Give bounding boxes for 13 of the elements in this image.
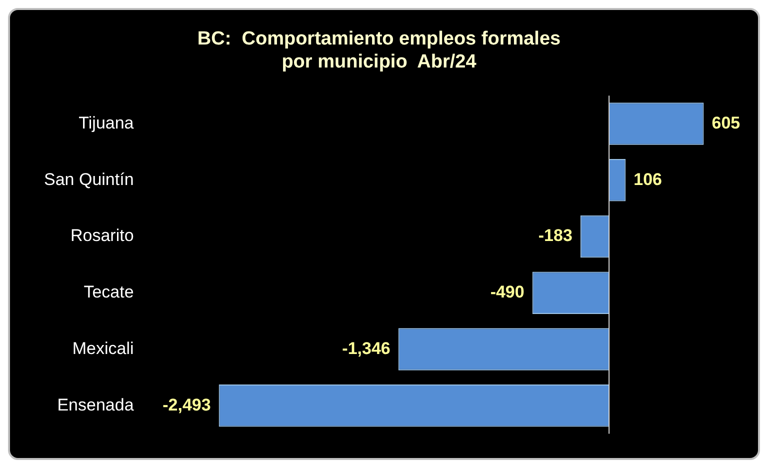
y-tick-label: San Quintín: [44, 170, 134, 189]
data-label: 106: [634, 170, 662, 189]
data-label: -1,346: [342, 338, 390, 358]
y-tick-label: Mexicali: [72, 338, 134, 358]
data-label: 605: [712, 113, 740, 132]
y-tick-label: Tijuana: [78, 113, 134, 132]
data-label: -490: [490, 282, 524, 302]
data-label: -2,493: [162, 395, 211, 414]
y-tick-label: Tecate: [84, 282, 134, 302]
y-tick-label: Ensenada: [57, 395, 134, 414]
data-label: -183: [538, 226, 572, 246]
y-tick-label: Rosarito: [70, 226, 134, 246]
chart-title: BC: Comportamiento empleos formales por municipio Abr/24: [197, 28, 561, 72]
